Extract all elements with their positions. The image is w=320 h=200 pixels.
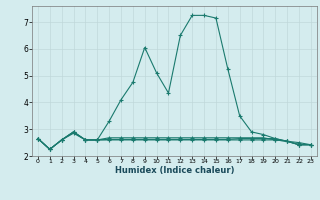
- X-axis label: Humidex (Indice chaleur): Humidex (Indice chaleur): [115, 166, 234, 175]
